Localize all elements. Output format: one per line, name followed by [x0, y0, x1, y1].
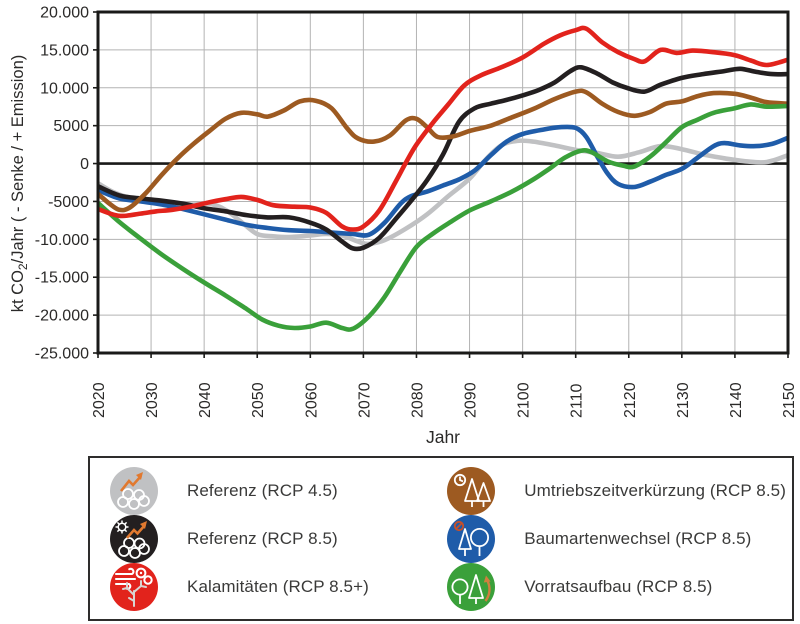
- line-chart: 20.000 15.000 10.000 5000 0 -5000 -10.000 -15.0…: [9, 5, 798, 448]
- y-axis-title: kt CO2/Jahr ( - Senke / + Emission): [9, 55, 30, 312]
- legend-column: Referenz (RCP 4.5) Referenz (RCP 8.5) Kala…: [110, 467, 447, 611]
- stock-buildup-trees-icon: [447, 563, 496, 611]
- x-tick-label: 2040: [197, 382, 214, 418]
- y-tick-label: -20.000: [35, 308, 89, 325]
- legend-item: Referenz (RCP 8.5): [110, 515, 447, 563]
- y-tick-label: 0: [80, 156, 89, 173]
- series-line-2: [97, 25, 789, 232]
- legend-column: Umtriebszeitverkürzung (RCP 8.5) Baumarte…: [447, 467, 786, 611]
- legend-item: Vorratsaufbau (RCP 8.5): [447, 563, 786, 611]
- legend-label: Kalamitäten (RCP 8.5+): [187, 577, 369, 596]
- x-tick-label: 2070: [356, 382, 373, 418]
- legend-label: Umtriebszeitverkürzung (RCP 8.5): [524, 481, 786, 500]
- tree-species-change-icon: [447, 515, 496, 563]
- x-tick-label: 2110: [569, 383, 586, 418]
- x-axis-title: Jahr: [426, 427, 460, 447]
- y-tick-label: 5000: [53, 118, 89, 135]
- axes-labels: 20.000 15.000 10.000 5000 0 -5000 -10.000 -15.0…: [9, 5, 798, 448]
- series-line-5: [97, 102, 789, 332]
- legend: Referenz (RCP 4.5) Referenz (RCP 8.5) Kala…: [88, 456, 794, 621]
- x-tick-label: 2090: [463, 382, 480, 418]
- x-tick-label: 2130: [675, 382, 692, 418]
- series-line-1: [97, 64, 789, 252]
- x-tick-label: 2080: [409, 382, 426, 418]
- plot-border: [96, 10, 790, 355]
- x-tick-label: 2060: [303, 382, 320, 418]
- sun-logs-arrow-icon: [110, 515, 158, 563]
- series-line-3: [97, 88, 789, 213]
- y-tick-label: 15.000: [40, 42, 89, 59]
- x-tick-label: 2140: [728, 382, 745, 418]
- legend-label: Baumartenwechsel (RCP 8.5): [524, 529, 752, 548]
- legend-item: Referenz (RCP 4.5): [110, 467, 447, 515]
- y-tick-label: -25.000: [35, 346, 89, 363]
- x-tick-label: 2120: [622, 382, 639, 418]
- x-tick-label: 2100: [516, 382, 533, 418]
- series-curves: [97, 25, 789, 332]
- x-tick-label: 2030: [144, 382, 161, 418]
- y-tick-label: -10.000: [35, 232, 89, 249]
- logs-arrow-icon: [110, 467, 158, 515]
- y-tick-label: -15.000: [35, 270, 89, 287]
- storm-deadwood-icon: [110, 563, 158, 611]
- legend-item: Baumartenwechsel (RCP 8.5): [447, 515, 786, 563]
- y-tick-label: 10.000: [40, 80, 89, 97]
- series-line-4: [97, 124, 789, 238]
- x-tick-label: 2050: [250, 382, 267, 418]
- clock-trees-icon: [447, 467, 496, 515]
- legend-item: Umtriebszeitverkürzung (RCP 8.5): [447, 467, 786, 515]
- y-tick-label: -5000: [48, 194, 89, 211]
- legend-label: Referenz (RCP 4.5): [187, 481, 338, 500]
- x-tick-label: 2020: [91, 382, 108, 418]
- legend-label: Vorratsaufbau (RCP 8.5): [524, 577, 713, 596]
- x-tick-label: 2150: [781, 382, 798, 418]
- y-tick-label: 20.000: [40, 5, 89, 22]
- legend-item: Kalamitäten (RCP 8.5+): [110, 563, 447, 611]
- legend-label: Referenz (RCP 8.5): [187, 529, 338, 548]
- gridlines: [97, 11, 789, 354]
